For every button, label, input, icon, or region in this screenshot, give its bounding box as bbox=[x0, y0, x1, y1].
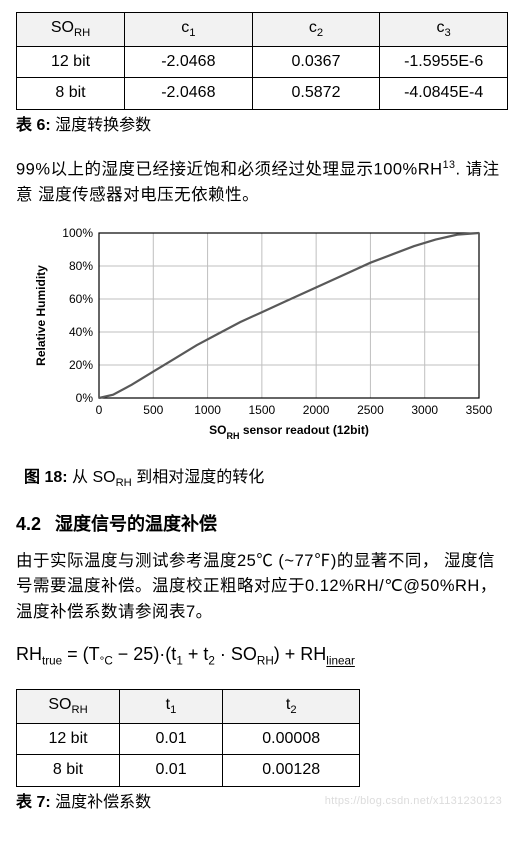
svg-text:2500: 2500 bbox=[357, 403, 384, 417]
paragraph-saturation: 99%以上的湿度已经接近饱和必须经过处理显示100%RH13. 请注意 湿度传感… bbox=[16, 157, 508, 209]
svg-text:60%: 60% bbox=[69, 292, 93, 306]
svg-text:500: 500 bbox=[143, 403, 163, 417]
cell: -1.5955E-6 bbox=[380, 46, 508, 78]
cell: -4.0845E-4 bbox=[380, 78, 508, 110]
col-header: SORH bbox=[17, 13, 125, 47]
cell: 0.01 bbox=[120, 755, 223, 787]
table-6: SORHc1c2c3 12 bit-2.04680.0367-1.5955E-6… bbox=[16, 12, 508, 110]
cell: 12 bit bbox=[17, 723, 120, 755]
table-row: SORHc1c2c3 bbox=[17, 13, 508, 47]
caption-text: 从 SORH 到相对湿度的转化 bbox=[68, 469, 265, 486]
svg-text:1000: 1000 bbox=[194, 403, 221, 417]
svg-text:0: 0 bbox=[96, 403, 103, 417]
cell: -2.0468 bbox=[125, 78, 253, 110]
section-heading: 湿度信号的温度补偿 bbox=[55, 514, 217, 534]
section-number: 4.2 bbox=[16, 514, 41, 534]
col-header: t2 bbox=[223, 689, 360, 723]
chart-svg: 0% 20% 40% 60% 80% 100% 0 500 1000 1500 2000 2500 30… bbox=[27, 223, 497, 448]
table-7: SORHt1t2 12 bit0.010.000088 bit0.010.001… bbox=[16, 689, 360, 787]
svg-text:100%: 100% bbox=[62, 226, 93, 240]
svg-text:1500: 1500 bbox=[249, 403, 276, 417]
col-header: t1 bbox=[120, 689, 223, 723]
cell: 0.00008 bbox=[223, 723, 360, 755]
cell: 12 bit bbox=[17, 46, 125, 78]
table-row: 12 bit0.010.00008 bbox=[17, 723, 360, 755]
col-header: c3 bbox=[380, 13, 508, 47]
table-row: 8 bit0.010.00128 bbox=[17, 755, 360, 787]
caption-bold: 表 6: bbox=[16, 117, 51, 134]
svg-text:40%: 40% bbox=[69, 325, 93, 339]
svg-text:3500: 3500 bbox=[466, 403, 493, 417]
cell: -2.0468 bbox=[125, 46, 253, 78]
svg-text:Relative Humidity: Relative Humidity bbox=[34, 264, 48, 365]
figure-18-caption: 图 18: 从 SORH 到相对湿度的转化 bbox=[24, 466, 508, 493]
caption-text: 湿度转换参数 bbox=[51, 117, 151, 134]
table-row: 8 bit-2.04680.5872-4.0845E-4 bbox=[17, 78, 508, 110]
svg-text:20%: 20% bbox=[69, 358, 93, 372]
caption-bold: 表 7: bbox=[16, 794, 51, 811]
svg-text:SORH sensor readout (12bit): SORH sensor readout (12bit) bbox=[209, 423, 369, 441]
col-header: SORH bbox=[17, 689, 120, 723]
cell: 0.0367 bbox=[252, 46, 380, 78]
svg-text:0%: 0% bbox=[76, 391, 94, 405]
svg-text:80%: 80% bbox=[69, 259, 93, 273]
section-4-2-title: 4.2 湿度信号的温度补偿 bbox=[16, 511, 508, 539]
caption-bold: 图 18: bbox=[24, 469, 68, 486]
humidity-chart: 0% 20% 40% 60% 80% 100% 0 500 1000 1500 2000 2500 30… bbox=[27, 223, 497, 457]
cell: 8 bit bbox=[17, 755, 120, 787]
table-6-caption: 表 6: 湿度转换参数 bbox=[16, 114, 508, 139]
watermark-text: https://blog.csdn.net/x1131230123 bbox=[325, 793, 502, 810]
col-header: c1 bbox=[125, 13, 253, 47]
table-row: SORHt1t2 bbox=[17, 689, 360, 723]
cell: 0.5872 bbox=[252, 78, 380, 110]
svg-text:3000: 3000 bbox=[411, 403, 438, 417]
cell: 0.00128 bbox=[223, 755, 360, 787]
caption-text: 温度补偿系数 bbox=[51, 794, 151, 811]
cell: 8 bit bbox=[17, 78, 125, 110]
svg-text:2000: 2000 bbox=[303, 403, 330, 417]
table-row: 12 bit-2.04680.0367-1.5955E-6 bbox=[17, 46, 508, 78]
formula-rh-true: RHtrue = (T°C − 25)·(t1 + t2 · SORH) + R… bbox=[16, 641, 508, 671]
cell: 0.01 bbox=[120, 723, 223, 755]
col-header: c2 bbox=[252, 13, 380, 47]
paragraph-compensation: 由于实际温度与测试参考温度25℃ (~77℉)的显著不同， 湿度信号需要温度补偿… bbox=[16, 549, 508, 626]
